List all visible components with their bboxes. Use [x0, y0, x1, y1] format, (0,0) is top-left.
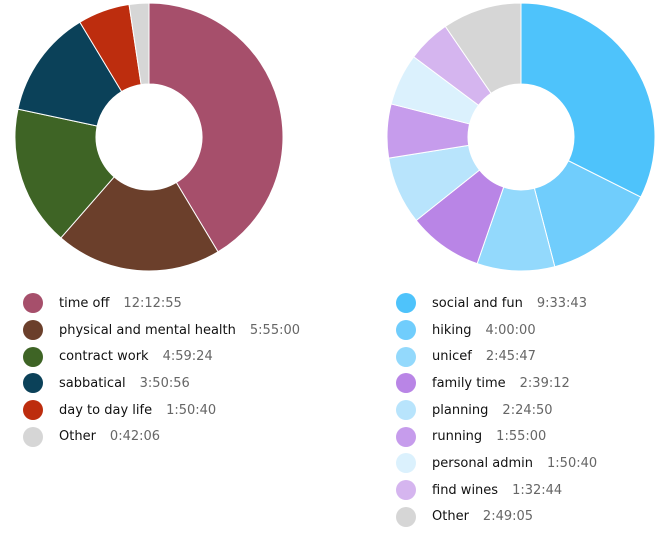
legend-label: time off — [59, 295, 110, 311]
legend-label: Other — [59, 429, 96, 445]
legend-item[interactable]: day to day life 1:50:40 — [23, 397, 300, 424]
legend-item[interactable]: physical and mental health 5:55:00 — [23, 317, 300, 344]
legend-value: 12:12:55 — [123, 295, 182, 311]
donut-charts — [14, 2, 656, 272]
slice-time-off[interactable] — [148, 2, 284, 253]
legend-value: 9:33:43 — [536, 295, 587, 311]
legend-label: hiking — [432, 322, 472, 338]
legend-swatch — [396, 346, 416, 367]
legend-item[interactable]: planning 2:24:50 — [396, 397, 597, 424]
legend-swatch — [396, 453, 416, 474]
legend-item[interactable]: contract work 4:59:24 — [23, 343, 300, 370]
legend-right: social and fun 9:33:43 hiking 4:00:00 unicef… — [396, 290, 597, 530]
legend-label: sabbatical — [59, 375, 126, 391]
legend-item[interactable]: Other 0:42:06 — [23, 423, 300, 450]
slice-physical-and-mental-health[interactable] — [60, 176, 219, 272]
legend-item[interactable]: social and fun 9:33:43 — [396, 290, 597, 317]
legend-value: 3:50:56 — [139, 375, 190, 391]
legend-swatch — [396, 506, 416, 527]
legend-item[interactable]: time off 12:12:55 — [23, 290, 300, 317]
legend-value: 1:50:40 — [547, 455, 598, 471]
legend-label: social and fun — [432, 295, 523, 311]
legend-label: running — [432, 429, 483, 445]
legend-label: physical and mental health — [59, 322, 236, 338]
legend-value: 1:55:00 — [496, 429, 547, 445]
legend-swatch — [23, 320, 43, 341]
legend-swatch — [396, 320, 416, 341]
legend-swatch — [396, 293, 416, 314]
legend-value: 2:45:47 — [485, 349, 536, 365]
slice-contract-work[interactable] — [14, 108, 115, 239]
legend-value: 2:39:12 — [519, 375, 570, 391]
legend-item[interactable]: find wines 1:32:44 — [396, 477, 597, 504]
legend-label: planning — [432, 402, 489, 418]
legend-left: time off 12:12:55 physical and mental heal… — [23, 290, 300, 450]
slice-social-and-fun[interactable] — [520, 2, 656, 198]
legend-value: 5:55:00 — [249, 322, 301, 338]
legend-swatch — [23, 400, 43, 421]
legend-value: 2:49:05 — [482, 509, 534, 525]
legend-swatch — [23, 293, 43, 314]
legend-item[interactable]: unicef 2:45:47 — [396, 343, 597, 370]
legend-label: contract work — [59, 349, 149, 365]
legend-value: 4:00:00 — [485, 322, 536, 338]
legend-item[interactable]: Other 2:49:05 — [396, 504, 597, 531]
legend-swatch — [396, 373, 416, 394]
slice-other[interactable] — [444, 2, 522, 94]
legend-item[interactable]: sabbatical 3:50:56 — [23, 370, 300, 397]
legend-swatch — [396, 480, 416, 501]
legend-label: unicef — [432, 349, 472, 365]
legend-value: 0:42:06 — [109, 429, 161, 445]
legend-swatch — [23, 346, 43, 367]
legend-item[interactable]: family time 2:39:12 — [396, 370, 597, 397]
legend-label: Other — [432, 509, 469, 525]
legend-item[interactable]: running 1:55:00 — [396, 423, 597, 450]
legend-swatch — [396, 426, 416, 447]
legend-label: find wines — [432, 482, 499, 498]
legend-item[interactable]: personal admin 1:50:40 — [396, 450, 597, 477]
legend-value: 4:59:24 — [162, 349, 213, 365]
legend-swatch — [23, 426, 43, 447]
legend-label: personal admin — [432, 455, 534, 471]
slice-other[interactable] — [128, 2, 150, 86]
legend-swatch — [396, 400, 416, 421]
legend-value: 2:24:50 — [502, 402, 553, 418]
legend-item[interactable]: hiking 4:00:00 — [396, 317, 597, 344]
legend-swatch — [23, 373, 43, 394]
legend-label: day to day life — [59, 402, 153, 418]
legend-label: family time — [432, 375, 506, 391]
legend-value: 1:32:44 — [512, 482, 563, 498]
legend-value: 1:50:40 — [166, 402, 217, 418]
